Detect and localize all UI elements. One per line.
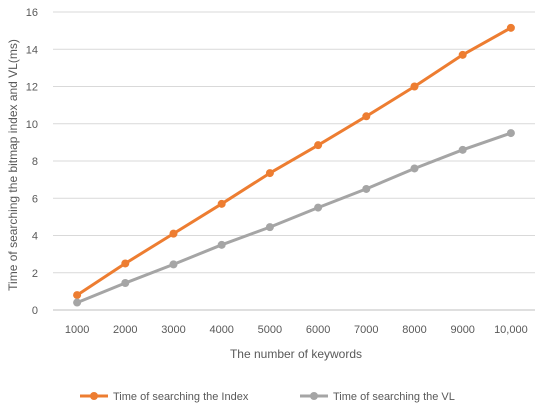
y-tick-label: 0 bbox=[32, 305, 38, 317]
data-point bbox=[73, 298, 82, 307]
series-2 bbox=[73, 129, 515, 307]
data-point bbox=[314, 141, 323, 150]
data-point bbox=[362, 184, 371, 193]
x-tick-label: 7000 bbox=[354, 324, 378, 336]
legend: Time of searching the Index Time of searc… bbox=[80, 391, 455, 403]
data-point bbox=[265, 169, 274, 178]
legend-swatch-marker bbox=[310, 392, 318, 400]
x-tick-label: 10,000 bbox=[494, 324, 528, 336]
data-point bbox=[73, 291, 82, 300]
legend-entry: Time of searching the Index bbox=[80, 391, 249, 403]
data-point bbox=[217, 199, 226, 208]
gridlines bbox=[53, 11, 535, 311]
data-point bbox=[506, 129, 515, 138]
data-point bbox=[458, 50, 467, 59]
x-axis-title: The number of keywords bbox=[230, 347, 362, 361]
series bbox=[73, 23, 515, 307]
data-point bbox=[362, 112, 371, 121]
y-axis-title: Time of searching the bitmap index and V… bbox=[6, 39, 20, 291]
x-tick-label: 1000 bbox=[65, 324, 89, 336]
y-tick-labels: 0 2 4 6 8 10 12 14 16 bbox=[26, 7, 38, 317]
y-tick-label: 6 bbox=[32, 193, 38, 205]
y-tick-label: 12 bbox=[26, 82, 38, 94]
legend-label: Time of searching the Index bbox=[113, 391, 249, 403]
data-point bbox=[410, 164, 419, 173]
y-tick-label: 4 bbox=[32, 231, 38, 243]
y-tick-label: 16 bbox=[26, 7, 38, 19]
x-tick-labels: 1000 2000 3000 4000 5000 6000 7000 8000 9000 10,0… bbox=[65, 324, 528, 336]
data-point bbox=[121, 278, 130, 287]
x-tick-label: 8000 bbox=[402, 324, 426, 336]
data-point bbox=[314, 203, 323, 212]
x-tick-label: 2000 bbox=[113, 324, 137, 336]
data-point bbox=[265, 223, 274, 232]
y-tick-label: 8 bbox=[32, 156, 38, 168]
x-tick-label: 9000 bbox=[450, 324, 474, 336]
data-point bbox=[121, 259, 130, 268]
x-tick-label: 6000 bbox=[306, 324, 330, 336]
y-tick-label: 2 bbox=[32, 268, 38, 280]
data-point bbox=[506, 23, 515, 32]
series-line bbox=[75, 131, 513, 305]
series-line bbox=[75, 26, 513, 297]
legend-swatch-marker bbox=[90, 392, 98, 400]
data-point bbox=[410, 82, 419, 91]
legend-label: Time of searching the VL bbox=[333, 391, 455, 403]
data-point bbox=[169, 229, 178, 238]
x-tick-label: 3000 bbox=[161, 324, 185, 336]
x-tick-label: 5000 bbox=[258, 324, 282, 336]
series-1 bbox=[73, 23, 515, 300]
y-tick-label: 14 bbox=[26, 44, 38, 56]
legend-entry: Time of searching the VL bbox=[300, 391, 455, 403]
data-point bbox=[169, 260, 178, 269]
data-point bbox=[217, 240, 226, 249]
x-tick-label: 4000 bbox=[209, 324, 233, 336]
y-tick-label: 10 bbox=[26, 119, 38, 131]
data-point bbox=[458, 145, 467, 154]
